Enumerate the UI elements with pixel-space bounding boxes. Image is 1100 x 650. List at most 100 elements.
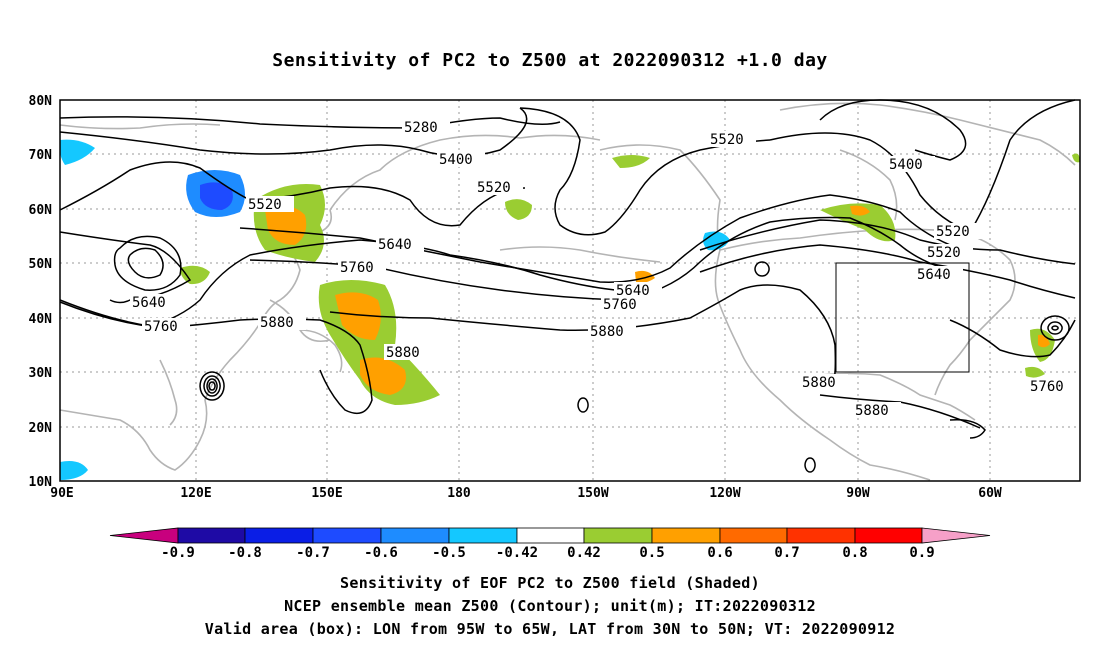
shade-negative-tropics xyxy=(60,461,88,480)
colorbar-cell xyxy=(921,527,991,544)
lon-tick-label: 60W xyxy=(978,486,1002,501)
colorbar-cell xyxy=(244,527,314,544)
contour-5520-east xyxy=(769,99,1076,233)
colorbar-label: -0.8 xyxy=(228,545,262,561)
shade-positive-canada-core xyxy=(850,205,870,216)
shade-positive-pacific-core xyxy=(335,292,381,340)
contour-label: 5520 xyxy=(248,197,282,213)
contour-label: 5760 xyxy=(603,297,637,313)
contour-5880-atlantic xyxy=(949,319,1076,358)
lon-tick-label: 90E xyxy=(50,486,73,501)
map-frame xyxy=(59,99,1081,482)
shade-positive-canada xyxy=(820,203,896,242)
contour-label: 5640 xyxy=(917,267,951,283)
colorbar xyxy=(109,527,991,544)
contour-5760 xyxy=(249,216,956,301)
colorbar-cell xyxy=(109,527,179,544)
lat-tick-label: 80N xyxy=(29,94,53,109)
lat-tick-label: 30N xyxy=(29,366,53,381)
contour-label: 5520 xyxy=(936,224,970,240)
shaded-regions xyxy=(59,139,1080,480)
lat-tick-label: 10N xyxy=(29,475,53,490)
contour-label: 5880 xyxy=(386,345,420,361)
valid-area-box xyxy=(835,262,970,373)
shade-positive-north xyxy=(612,155,650,168)
colorbar-cell xyxy=(719,527,788,544)
contour-5520-west xyxy=(59,161,526,227)
colorbar-label: 0.6 xyxy=(707,545,732,561)
colorbar-cell xyxy=(786,527,856,544)
colorbar-label: 0.5 xyxy=(639,545,664,561)
shade-positive-pacific-core2 xyxy=(360,357,406,395)
contour-label: 5880 xyxy=(802,375,836,391)
lat-tick-label: 60N xyxy=(29,203,53,218)
contour-cyclone-ring3 xyxy=(206,378,218,394)
caption-line-2: NCEP ensemble mean Z500 (Contour); unit(… xyxy=(284,597,816,615)
contour-small-ring2 xyxy=(577,397,589,413)
colorbar-cell xyxy=(651,527,721,544)
contour-label: 5400 xyxy=(889,157,923,173)
colorbar-label: -0.5 xyxy=(432,545,466,561)
lon-tick-label: 90W xyxy=(846,486,870,501)
colorbar-label: -0.42 xyxy=(496,545,538,561)
contour-atlantic-ring1 xyxy=(1040,315,1070,341)
colorbar-cell xyxy=(380,527,450,544)
contour-small-ring xyxy=(754,261,770,277)
lat-tick-label: 40N xyxy=(29,312,53,327)
contour-label: 5520 xyxy=(927,245,961,261)
shade-positive-japan-core xyxy=(265,206,307,245)
figure-title: Sensitivity of PC2 to Z500 at 2022090312… xyxy=(272,50,828,71)
lat-axis: 80N 70N 60N 50N 40N 30N 20N 10N xyxy=(29,94,53,490)
shade-positive-atlantic-small xyxy=(1025,366,1045,378)
colorbar-cell xyxy=(177,527,246,544)
contour-5880 xyxy=(329,284,837,381)
contour-low-west-outer xyxy=(113,235,182,291)
contour-label: 5400 xyxy=(439,152,473,168)
colorbar-cell xyxy=(312,527,382,544)
coastlines xyxy=(59,102,1076,481)
contour-cyclone-ring2 xyxy=(203,375,221,397)
contour-5640-east xyxy=(699,219,1076,265)
lat-tick-label: 70N xyxy=(29,148,53,163)
contour-5400-west xyxy=(59,107,528,157)
lon-tick-label: 120W xyxy=(709,486,740,501)
colorbar-label: -0.7 xyxy=(296,545,330,561)
shade-positive-central xyxy=(505,199,532,220)
contour-label: 5640 xyxy=(616,283,650,299)
colorbar-cell xyxy=(583,527,653,544)
colorbar-label: 0.42 xyxy=(567,545,601,561)
contour-label: 5880 xyxy=(590,324,624,340)
colorbar-label: 0.8 xyxy=(842,545,867,561)
z500-contours xyxy=(59,99,1076,473)
colorbar-label: 0.9 xyxy=(909,545,934,561)
contour-label: 5640 xyxy=(378,237,412,253)
contour-5520-central xyxy=(519,107,771,236)
contour-label: 5760 xyxy=(1030,379,1064,395)
contour-tropic-east xyxy=(949,418,986,439)
lat-tick-label: 20N xyxy=(29,421,53,436)
caption-line-3: Valid area (box): LON from 95W to 65W, L… xyxy=(204,620,896,638)
lon-axis: 90E 120E 150E 180 150W 120W 90W 60W xyxy=(50,486,1002,501)
shade-positive-atlantic-core xyxy=(1038,334,1050,348)
lon-tick-label: 120E xyxy=(180,486,211,501)
colorbar-label: -0.6 xyxy=(364,545,398,561)
contour-small-ring3 xyxy=(804,457,816,473)
contour-label: 5880 xyxy=(855,403,889,419)
lat-tick-label: 50N xyxy=(29,257,53,272)
colorbar-label: -0.9 xyxy=(161,545,195,561)
shade-positive-west xyxy=(180,265,210,285)
shade-positive-far-east xyxy=(1072,153,1080,163)
contour-5400-east xyxy=(819,99,967,161)
caption-line-1: Sensitivity of EOF PC2 to Z500 field (Sh… xyxy=(340,574,760,592)
contour-5640-west xyxy=(59,231,192,304)
lon-tick-label: 150E xyxy=(311,486,342,501)
contour-atlantic-ring2 xyxy=(1047,321,1063,335)
shade-negative-arctic xyxy=(59,139,95,165)
lon-tick-label: 150W xyxy=(577,486,608,501)
contour-label: 5280 xyxy=(404,120,438,136)
colorbar-cell xyxy=(516,527,585,544)
shade-positive-gulf xyxy=(635,270,655,283)
contour-label: 5640 xyxy=(132,295,166,311)
